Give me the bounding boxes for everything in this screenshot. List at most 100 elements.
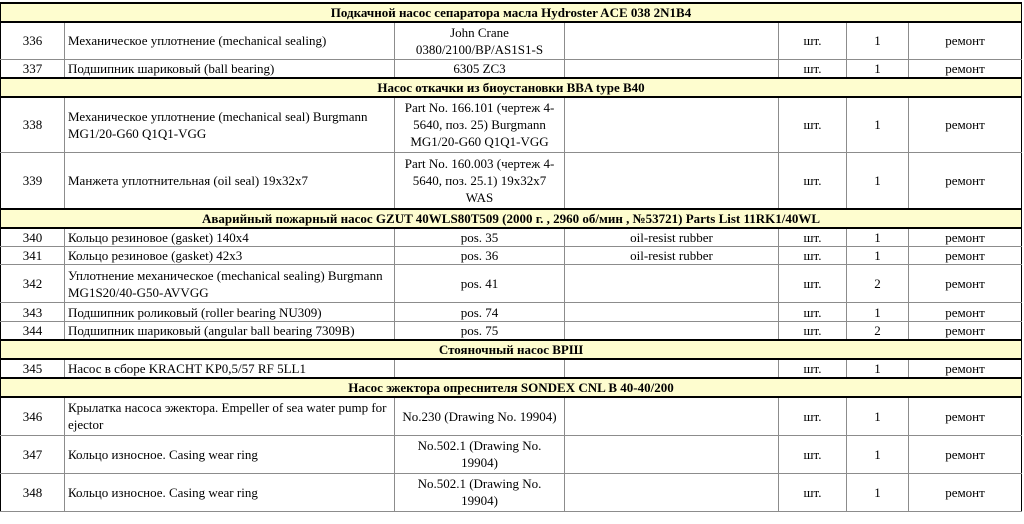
cell-qty[interactable]: 1: [846, 152, 909, 209]
cell-ref[interactable]: John Crane 0380/2100/BP/AS1S1-S: [394, 21, 565, 60]
cell-material[interactable]: [564, 96, 779, 153]
cell-name[interactable]: Подшипник шариковый (angular ball bearin…: [64, 321, 395, 341]
section-header: Аварийный пожарный насос GZUT 40WLS80T50…: [0, 207, 1023, 229]
cell-no[interactable]: 345: [0, 358, 65, 379]
cell-no[interactable]: 347: [0, 434, 65, 474]
cell-material[interactable]: oil-resist rubber: [564, 227, 779, 247]
cell-qty[interactable]: 1: [846, 358, 909, 379]
cell-unit[interactable]: шт.: [778, 227, 847, 247]
cell-name[interactable]: Кольцо резиновое (gasket) 140x4: [64, 227, 395, 247]
cell-purpose[interactable]: ремонт: [907, 434, 1023, 474]
cell-unit[interactable]: шт.: [778, 396, 847, 436]
cell-no[interactable]: 343: [0, 302, 65, 322]
cell-unit[interactable]: шт.: [778, 264, 847, 303]
cell-ref[interactable]: Part No. 160.003 (чертеж 4-5640, поз. 25…: [394, 152, 565, 209]
cell-purpose[interactable]: ремонт: [907, 246, 1023, 265]
cell-ref[interactable]: No.502.1 (Drawing No. 19904): [394, 434, 565, 474]
cell-qty[interactable]: 1: [846, 302, 909, 322]
cell-qty[interactable]: 1: [846, 246, 909, 265]
cell-purpose[interactable]: ремонт: [907, 152, 1023, 209]
cell-purpose[interactable]: ремонт: [907, 264, 1023, 303]
cell-purpose[interactable]: ремонт: [907, 472, 1023, 512]
cell-material[interactable]: [564, 321, 779, 341]
cell-ref[interactable]: 6305 ZC3: [394, 58, 565, 78]
cell-unit[interactable]: шт.: [778, 321, 847, 341]
cell-material[interactable]: [564, 358, 779, 379]
cell-name[interactable]: Кольцо износное. Casing wear ring: [64, 472, 395, 512]
cell-ref[interactable]: No.230 (Drawing No. 19904): [394, 396, 565, 436]
cell-purpose[interactable]: ремонт: [907, 96, 1023, 153]
cell-name[interactable]: Насос в сборе KRACHT KP0,5/57 RF 5LL1: [64, 358, 395, 379]
cell-no[interactable]: 342: [0, 264, 65, 303]
table-row: 348 Кольцо износное. Casing wear ring No.5…: [0, 472, 1023, 512]
parts-table: Подкачной насос сепаратора масла Hydrost…: [0, 2, 1023, 512]
cell-unit[interactable]: шт.: [778, 152, 847, 209]
cell-no[interactable]: 337: [0, 58, 65, 78]
cell-unit[interactable]: шт.: [778, 302, 847, 322]
section-title: Подкачной насос сепаратора масла Hydrost…: [0, 2, 1023, 23]
cell-ref[interactable]: No.502.1 (Drawing No. 19904): [394, 472, 565, 512]
cell-no[interactable]: 338: [0, 96, 65, 153]
cell-qty[interactable]: 1: [846, 58, 909, 78]
table-row: 336 Механическое уплотнение (mechanical s…: [0, 21, 1023, 60]
cell-unit[interactable]: шт.: [778, 358, 847, 379]
cell-no[interactable]: 339: [0, 152, 65, 209]
cell-material[interactable]: [564, 264, 779, 303]
cell-qty[interactable]: 1: [846, 472, 909, 512]
cell-material[interactable]: [564, 21, 779, 60]
cell-qty[interactable]: 1: [846, 396, 909, 436]
cell-name[interactable]: Механическое уплотнение (mechanical seal…: [64, 96, 395, 153]
table-row: 341 Кольцо резиновое (gasket) 42x3 pos. 36…: [0, 246, 1023, 265]
table-row: 339 Манжета уплотнительная (oil seal) 19x…: [0, 152, 1023, 209]
cell-material[interactable]: [564, 434, 779, 474]
cell-material[interactable]: [564, 302, 779, 322]
cell-material[interactable]: [564, 472, 779, 512]
cell-qty[interactable]: 2: [846, 264, 909, 303]
cell-ref[interactable]: pos. 74: [394, 302, 565, 322]
cell-purpose[interactable]: ремонт: [907, 227, 1023, 247]
section-header: Стояночный насос ВРШ: [0, 339, 1023, 360]
cell-purpose[interactable]: ремонт: [907, 396, 1023, 436]
cell-no[interactable]: 346: [0, 396, 65, 436]
cell-ref[interactable]: [394, 358, 565, 379]
cell-material[interactable]: [564, 58, 779, 78]
cell-ref[interactable]: pos. 41: [394, 264, 565, 303]
cell-unit[interactable]: шт.: [778, 434, 847, 474]
cell-name[interactable]: Механическое уплотнение (mechanical seal…: [64, 21, 395, 60]
cell-name[interactable]: Подшипник шариковый (ball bearing): [64, 58, 395, 78]
cell-purpose[interactable]: ремонт: [907, 302, 1023, 322]
cell-no[interactable]: 344: [0, 321, 65, 341]
cell-unit[interactable]: шт.: [778, 96, 847, 153]
cell-name[interactable]: Подшипник роликовый (roller bearing NU30…: [64, 302, 395, 322]
cell-material[interactable]: [564, 152, 779, 209]
cell-purpose[interactable]: ремонт: [907, 358, 1023, 379]
cell-unit[interactable]: шт.: [778, 58, 847, 78]
cell-material[interactable]: oil-resist rubber: [564, 246, 779, 265]
cell-name[interactable]: Крылатка насоса эжектора. Empeller of se…: [64, 396, 395, 436]
section-header: Насос откачки из биоустановки BBA type B…: [0, 76, 1023, 98]
cell-name[interactable]: Манжета уплотнительная (oil seal) 19x32x…: [64, 152, 395, 209]
cell-ref[interactable]: pos. 35: [394, 227, 565, 247]
cell-qty[interactable]: 1: [846, 434, 909, 474]
cell-unit[interactable]: шт.: [778, 472, 847, 512]
cell-name[interactable]: Кольцо износное. Casing wear ring: [64, 434, 395, 474]
cell-no[interactable]: 341: [0, 246, 65, 265]
cell-purpose[interactable]: ремонт: [907, 58, 1023, 78]
cell-name[interactable]: Кольцо резиновое (gasket) 42x3: [64, 246, 395, 265]
cell-no[interactable]: 340: [0, 227, 65, 247]
cell-ref[interactable]: pos. 75: [394, 321, 565, 341]
cell-purpose[interactable]: ремонт: [907, 321, 1023, 341]
cell-no[interactable]: 348: [0, 472, 65, 512]
cell-ref[interactable]: pos. 36: [394, 246, 565, 265]
cell-material[interactable]: [564, 396, 779, 436]
cell-qty[interactable]: 2: [846, 321, 909, 341]
cell-ref[interactable]: Part No. 166.101 (чертеж 4-5640, поз. 25…: [394, 96, 565, 153]
cell-purpose[interactable]: ремонт: [907, 21, 1023, 60]
cell-name[interactable]: Уплотнение механическое (mechanical seal…: [64, 264, 395, 303]
cell-unit[interactable]: шт.: [778, 21, 847, 60]
cell-qty[interactable]: 1: [846, 96, 909, 153]
cell-no[interactable]: 336: [0, 21, 65, 60]
cell-qty[interactable]: 1: [846, 227, 909, 247]
cell-qty[interactable]: 1: [846, 21, 909, 60]
cell-unit[interactable]: шт.: [778, 246, 847, 265]
